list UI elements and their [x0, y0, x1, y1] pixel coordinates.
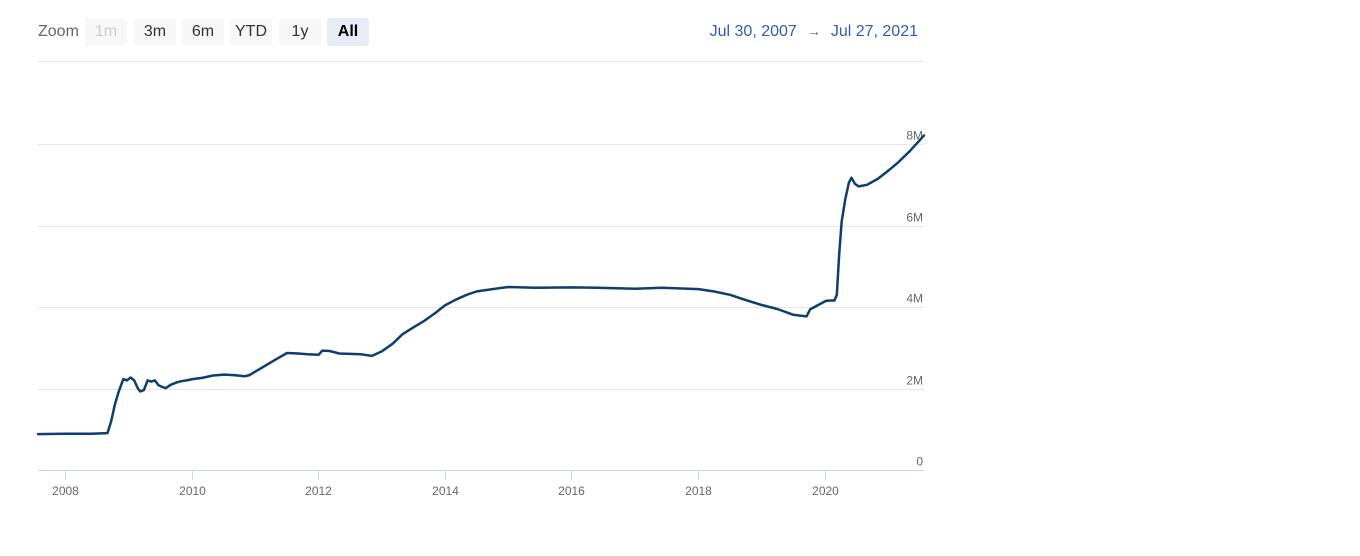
- y-tick-label: 8M: [906, 129, 923, 143]
- y-tick-label: 0: [916, 455, 923, 469]
- x-axis-labels: 2008 2010 2012 2014 2016 2018 2020: [52, 484, 839, 498]
- zoom-all-button[interactable]: All: [327, 18, 369, 46]
- gridlines: [38, 144, 924, 390]
- x-tick-label: 2010: [179, 484, 206, 498]
- zoom-3m-button[interactable]: 3m: [134, 18, 176, 46]
- range-from-date[interactable]: Jul 30, 2007: [709, 23, 797, 40]
- x-tick-label: 2016: [558, 484, 585, 498]
- zoom-1y-button[interactable]: 1y: [279, 18, 321, 46]
- range-selector-toolbar: Zoom 1m 3m 6m YTD 1y All Jul 30, 2007 → Ju…: [38, 18, 924, 46]
- zoom-1m-button[interactable]: 1m: [85, 18, 127, 46]
- x-axis: [38, 470, 924, 480]
- series-layer: [36, 134, 926, 436]
- zoom-ytd-button[interactable]: YTD: [230, 18, 272, 46]
- x-tick-label: 2014: [432, 484, 459, 498]
- zoom-6m-button[interactable]: 6m: [182, 18, 224, 46]
- y-axis-labels: 0 2M 4M 6M 8M: [906, 129, 923, 469]
- y-tick-label: 4M: [906, 292, 923, 306]
- zoom-label: Zoom: [38, 23, 79, 40]
- x-tick-label: 2018: [685, 484, 712, 498]
- x-tick-label: 2012: [305, 484, 332, 498]
- x-tick-label: 2020: [812, 484, 839, 498]
- date-range-display: Jul 30, 2007 → Jul 27, 2021: [710, 23, 918, 41]
- range-to-date[interactable]: Jul 27, 2021: [830, 23, 918, 40]
- y-tick-label: 2M: [906, 374, 923, 388]
- y-tick-label: 6M: [906, 211, 923, 225]
- series-line[interactable]: [36, 134, 926, 436]
- x-tick-label: 2008: [52, 484, 79, 498]
- range-arrow-icon: →: [806, 23, 821, 39]
- toolbar-divider: [38, 61, 924, 62]
